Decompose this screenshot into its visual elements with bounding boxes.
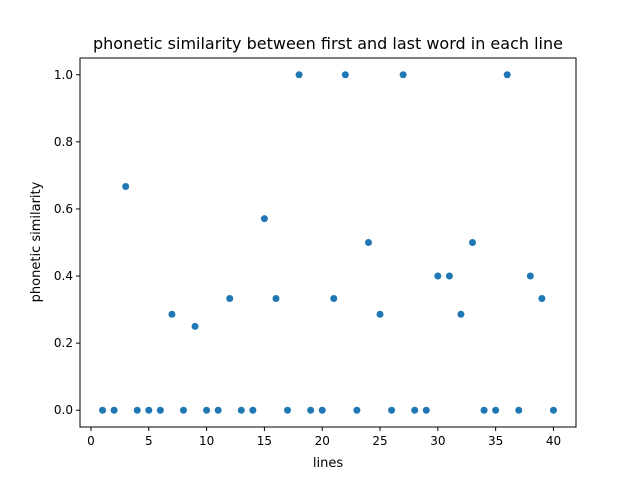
data-point <box>480 406 488 414</box>
y-axis-ticks: 0.0 0.2 0.4 0.6 0.8 1.0 <box>54 68 80 417</box>
data-point <box>110 406 118 414</box>
data-point <box>330 295 338 303</box>
data-point <box>526 272 534 280</box>
y-tick-label: 0.2 <box>54 336 73 350</box>
data-point <box>492 406 500 414</box>
data-point <box>376 310 384 318</box>
data-point <box>214 406 222 414</box>
data-point <box>469 239 477 246</box>
data-point <box>237 406 245 414</box>
x-tick-label: 35 <box>488 434 503 448</box>
data-point <box>133 406 141 414</box>
data-point <box>538 295 546 303</box>
x-tick-label: 25 <box>372 434 387 448</box>
x-axis-ticks: 0 5 10 15 20 25 30 35 40 <box>87 427 561 448</box>
x-tick-label: 0 <box>87 434 95 448</box>
data-point <box>341 71 349 79</box>
chart-title: phonetic similarity between first and la… <box>93 34 563 53</box>
y-axis-label: phonetic similarity <box>29 181 44 302</box>
data-point <box>434 272 442 280</box>
data-point <box>353 406 361 414</box>
data-point <box>422 406 430 414</box>
data-point <box>549 406 557 414</box>
data-point <box>168 310 176 318</box>
data-point <box>122 182 130 190</box>
x-tick-label: 5 <box>145 434 153 448</box>
data-point <box>388 406 396 414</box>
data-point <box>284 406 292 414</box>
data-point <box>226 295 234 303</box>
x-tick-label: 15 <box>257 434 272 448</box>
data-point <box>318 406 326 414</box>
data-point <box>260 215 268 223</box>
data-point <box>515 406 523 414</box>
y-tick-label: 0.6 <box>54 202 73 216</box>
data-point <box>457 310 465 318</box>
plot-frame <box>79 57 577 428</box>
data-point <box>272 295 280 303</box>
data-point <box>364 239 372 246</box>
data-point <box>179 406 187 414</box>
y-tick-label: 1.0 <box>54 68 73 82</box>
x-tick-label: 30 <box>430 434 445 448</box>
x-tick-label: 10 <box>199 434 214 448</box>
data-point <box>295 71 303 79</box>
data-point <box>99 406 107 414</box>
data-point <box>191 322 199 330</box>
data-point <box>399 71 407 79</box>
data-point <box>445 272 453 280</box>
data-points <box>99 71 557 414</box>
data-point <box>156 406 164 414</box>
data-point <box>307 406 315 414</box>
x-axis-label: lines <box>313 456 343 471</box>
y-tick-label: 0.4 <box>54 269 73 283</box>
data-point <box>203 406 211 414</box>
data-point <box>503 71 511 79</box>
y-tick-label: 0.8 <box>54 135 73 149</box>
data-point <box>145 406 153 414</box>
data-point <box>249 406 257 414</box>
data-point <box>411 406 419 414</box>
x-tick-label: 20 <box>315 434 330 448</box>
y-tick-label: 0.0 <box>54 403 73 417</box>
x-tick-label: 40 <box>546 434 561 448</box>
